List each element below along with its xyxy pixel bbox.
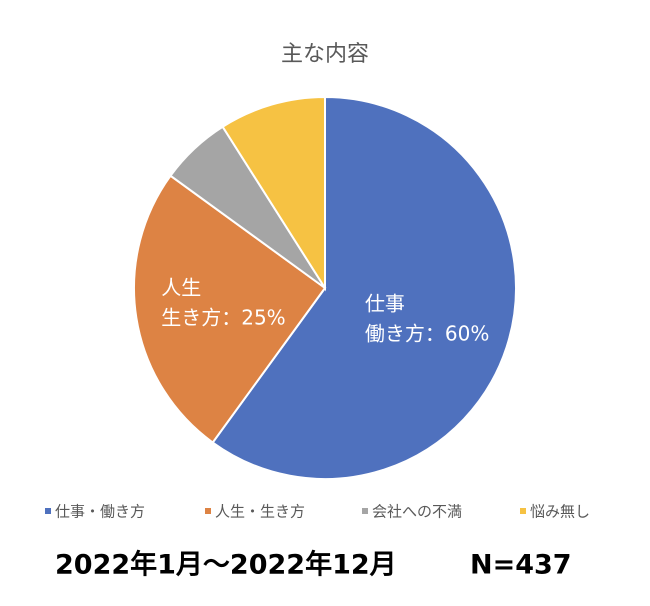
legend-swatch bbox=[362, 508, 368, 514]
chart-title: 主な内容 bbox=[281, 42, 369, 67]
legend-swatch bbox=[520, 508, 526, 514]
data-label: 人生生き方：25% bbox=[161, 275, 285, 329]
footnote: 2022年1月～2022年12月 bbox=[55, 549, 397, 581]
data-label: 仕事働き方：60% bbox=[365, 291, 489, 345]
pie-slice bbox=[133, 174, 327, 444]
legend-label: 人生・生き方 bbox=[215, 503, 305, 521]
legend-swatch bbox=[205, 508, 211, 514]
legend-label: 悩み無し bbox=[530, 503, 590, 521]
pie-slice bbox=[211, 95, 517, 480]
pie-slice bbox=[221, 95, 326, 292]
sample-size: N=437 bbox=[470, 550, 572, 581]
legend-label: 会社への不満 bbox=[372, 503, 462, 521]
legend-label: 仕事・働き方 bbox=[55, 503, 145, 521]
legend-swatch bbox=[45, 508, 51, 514]
